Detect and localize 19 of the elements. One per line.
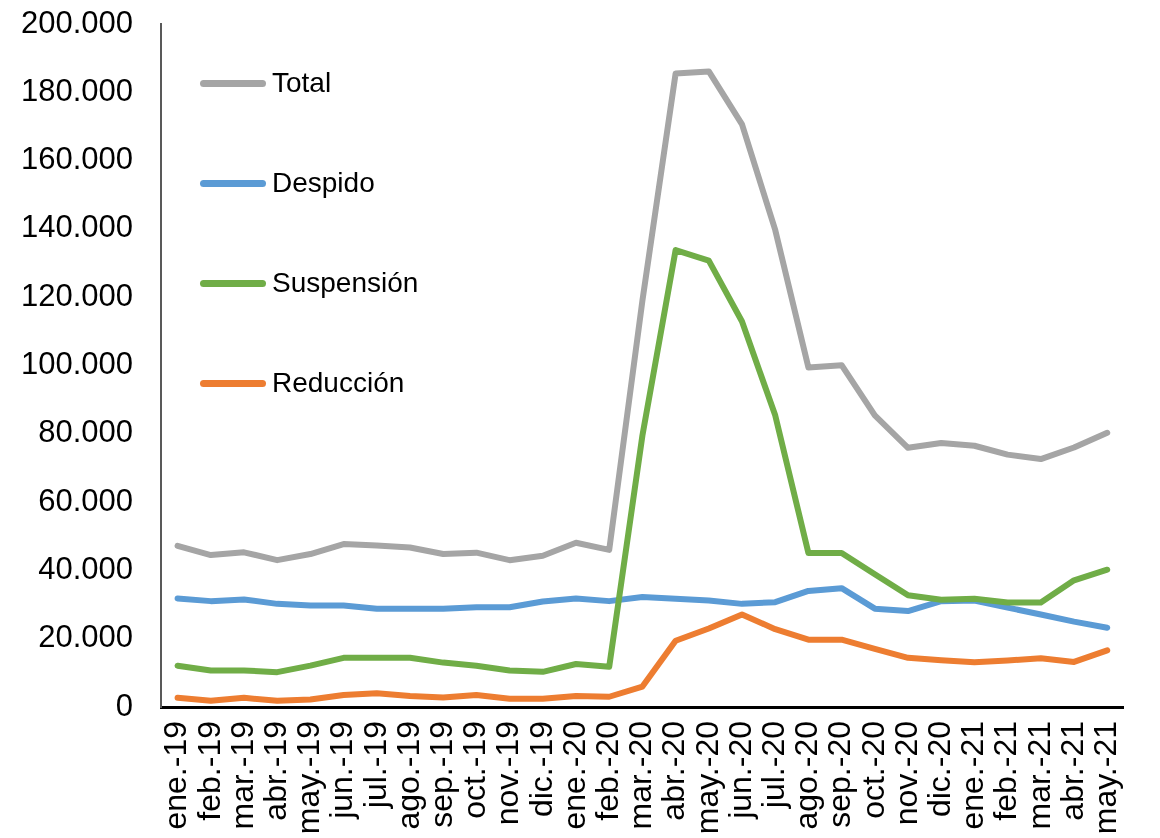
legend-label: Reducción [272,367,405,399]
x-tick-label: jul.-19 [356,721,393,810]
y-tick-label: 200.000 [20,4,133,40]
y-tick-label: 40.000 [38,550,133,586]
y-tick-label: 160.000 [20,141,133,177]
y-tick-label: 0 [115,687,133,723]
legend-label: Despido [272,167,375,199]
legend-label: Suspensión [272,267,419,299]
y-tick-label: 140.000 [20,209,133,245]
x-tick-label: nov.-20 [887,721,924,826]
y-tick-label: 180.000 [20,72,133,108]
y-tick-label: 80.000 [38,414,133,450]
y-tick-label: 120.000 [20,277,133,313]
x-tick-label: may.-21 [1087,721,1124,835]
y-tick-label: 20.000 [38,619,133,655]
legend-label: Total [272,67,332,99]
x-tick-label: jul.-20 [755,721,792,810]
y-tick-label: 60.000 [38,482,133,518]
y-tick-label: 100.000 [20,346,133,382]
